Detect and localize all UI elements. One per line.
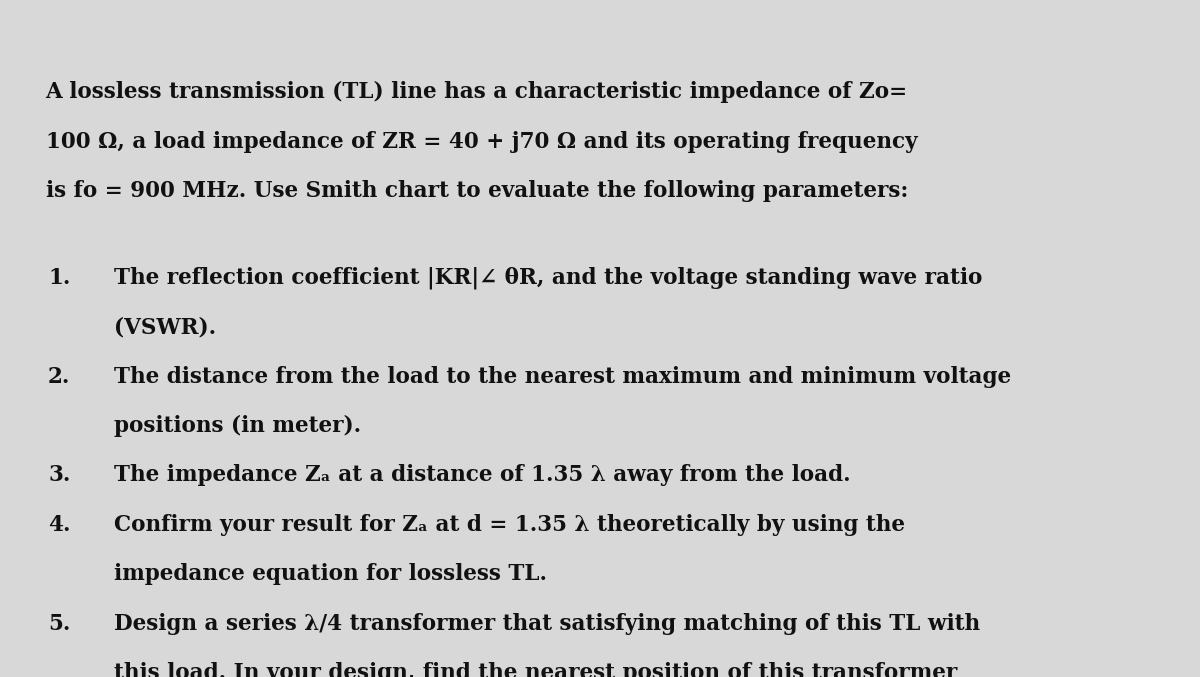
Text: 1.: 1. bbox=[48, 267, 71, 288]
Text: (VSWR).: (VSWR). bbox=[114, 316, 216, 338]
Text: impedance equation for lossless TL.: impedance equation for lossless TL. bbox=[114, 563, 547, 585]
Text: Confirm your result for Zₐ at d = 1.35 λ theoretically by using the: Confirm your result for Zₐ at d = 1.35 λ… bbox=[114, 514, 905, 536]
Text: 2.: 2. bbox=[48, 366, 71, 387]
Text: The distance from the load to the nearest maximum and minimum voltage: The distance from the load to the neares… bbox=[114, 366, 1012, 387]
Text: 5.: 5. bbox=[48, 613, 71, 634]
Text: The impedance Zₐ at a distance of 1.35 λ away from the load.: The impedance Zₐ at a distance of 1.35 λ… bbox=[114, 464, 851, 486]
Text: The reflection coefficient |KR|∠ θR, and the voltage standing wave ratio: The reflection coefficient |KR|∠ θR, and… bbox=[114, 267, 983, 289]
Text: 3.: 3. bbox=[48, 464, 71, 486]
Text: Design a series λ/4 transformer that satisfying matching of this TL with: Design a series λ/4 transformer that sat… bbox=[114, 613, 980, 634]
Text: positions (in meter).: positions (in meter). bbox=[114, 415, 361, 437]
Text: is fo = 900 MHz. Use Smith chart to evaluate the following parameters:: is fo = 900 MHz. Use Smith chart to eval… bbox=[46, 180, 908, 202]
Text: 100 Ω, a load impedance of ZR = 40 + j70 Ω and its operating frequency: 100 Ω, a load impedance of ZR = 40 + j70… bbox=[46, 131, 917, 152]
Text: A lossless transmission (TL) line has a characteristic impedance of Zo=: A lossless transmission (TL) line has a … bbox=[46, 81, 907, 104]
Text: 4.: 4. bbox=[48, 514, 71, 536]
Text: this load. In your design, find the nearest position of this transformer: this load. In your design, find the near… bbox=[114, 662, 958, 677]
